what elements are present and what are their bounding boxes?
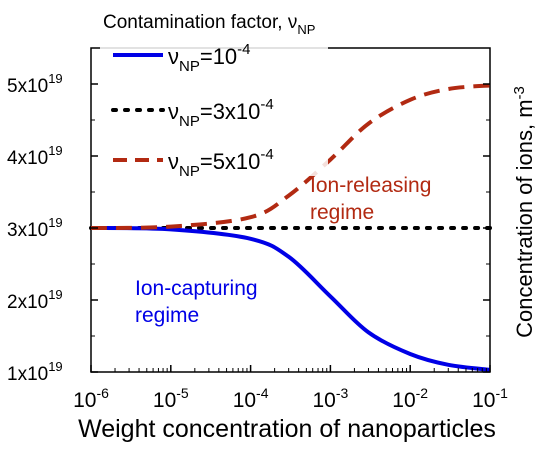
y-axis-label: Concentration of ions, m-3 (511, 86, 537, 338)
x-tick-label: 10-4 (233, 385, 269, 412)
legend-entry-2: νNP=3x10-4 (168, 96, 274, 130)
y-tick-label: 1x1019 (7, 359, 63, 385)
annotation-capturing-line-2: regime (135, 304, 199, 327)
annotation-releasing-line-1: Ion-releasing (310, 174, 431, 197)
legend-title-backdrop (88, 0, 328, 46)
y-tick-label: 3x1019 (7, 215, 63, 241)
series-line-3 (90, 83, 491, 230)
x-tick-label: 10-2 (392, 385, 428, 412)
annotation-capturing-line-1: Ion-capturing (135, 277, 258, 300)
x-tick-label: 10-5 (153, 385, 189, 412)
annotation-releasing-line-2: regime (310, 201, 374, 224)
legend-entry-3: νNP=5x10-4 (168, 146, 274, 180)
x-tick-label: 10-3 (312, 385, 348, 412)
x-tick-label: 10-1 (472, 385, 508, 412)
x-axis-label: Weight concentration of nanoparticles (78, 415, 496, 443)
annotation-layer: Ion-capturing regime Ion-releasing regime (135, 174, 431, 327)
legend-title: Contamination factor, νNP (103, 12, 315, 37)
y-tick-label: 5x1019 (7, 71, 63, 97)
y-tick-label: 2x1019 (7, 287, 63, 313)
series-layer (89, 83, 492, 372)
ticks-layer: 10-6 10-5 10-4 10-3 10-2 10-1 1x1019 2x1019 3x10… (7, 47, 508, 412)
y-tick-label: 4x1019 (7, 143, 63, 169)
legend-entry-1: νNP=10-4 (168, 41, 251, 75)
series-line-1 (90, 226, 491, 372)
legend: Contamination factor, νNP νNP=10-4 νNP=3x1… (88, 0, 328, 180)
x-tick-label: 10-6 (73, 385, 109, 412)
axis-labels: Weight concentration of nanoparticles Con… (78, 86, 537, 443)
